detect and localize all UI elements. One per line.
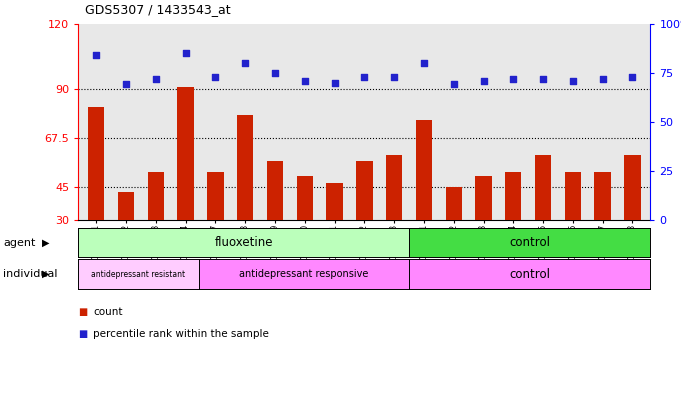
Bar: [267, 161, 283, 220]
Bar: [624, 154, 641, 220]
Point: [240, 60, 251, 66]
Point: [210, 73, 221, 80]
Point: [151, 75, 161, 82]
Point: [537, 75, 548, 82]
Point: [329, 79, 340, 86]
Point: [597, 75, 608, 82]
Text: ▶: ▶: [42, 238, 50, 248]
Bar: [88, 107, 104, 220]
Text: count: count: [93, 307, 123, 318]
Text: GDS5307 / 1433543_at: GDS5307 / 1433543_at: [85, 3, 231, 16]
Bar: [535, 154, 552, 220]
Point: [448, 81, 459, 88]
Text: ■: ■: [78, 329, 88, 339]
Point: [567, 77, 578, 84]
Bar: [445, 187, 462, 220]
Point: [478, 77, 489, 84]
Point: [270, 70, 281, 76]
Bar: [207, 172, 223, 220]
Bar: [326, 183, 343, 220]
Point: [627, 73, 638, 80]
Bar: [296, 176, 313, 220]
Point: [418, 60, 429, 66]
Point: [389, 73, 400, 80]
Bar: [237, 115, 253, 220]
Point: [359, 73, 370, 80]
Bar: [177, 87, 194, 220]
Bar: [415, 119, 432, 220]
Bar: [565, 172, 581, 220]
Bar: [148, 172, 164, 220]
Point: [91, 52, 101, 58]
Bar: [505, 172, 522, 220]
Text: percentile rank within the sample: percentile rank within the sample: [93, 329, 269, 339]
Text: ■: ■: [78, 307, 88, 318]
Text: individual: individual: [3, 269, 58, 279]
Text: antidepressant resistant: antidepressant resistant: [91, 270, 186, 279]
Text: agent: agent: [3, 238, 36, 248]
Text: antidepressant responsive: antidepressant responsive: [240, 269, 369, 279]
Bar: [118, 192, 134, 220]
Bar: [356, 161, 373, 220]
Bar: [595, 172, 611, 220]
Point: [121, 81, 131, 88]
Text: fluoxetine: fluoxetine: [215, 236, 273, 249]
Point: [508, 75, 519, 82]
Point: [180, 50, 191, 56]
Text: control: control: [509, 236, 550, 249]
Bar: [386, 154, 402, 220]
Bar: [475, 176, 492, 220]
Point: [299, 77, 310, 84]
Text: ▶: ▶: [42, 269, 50, 279]
Text: control: control: [509, 268, 550, 281]
